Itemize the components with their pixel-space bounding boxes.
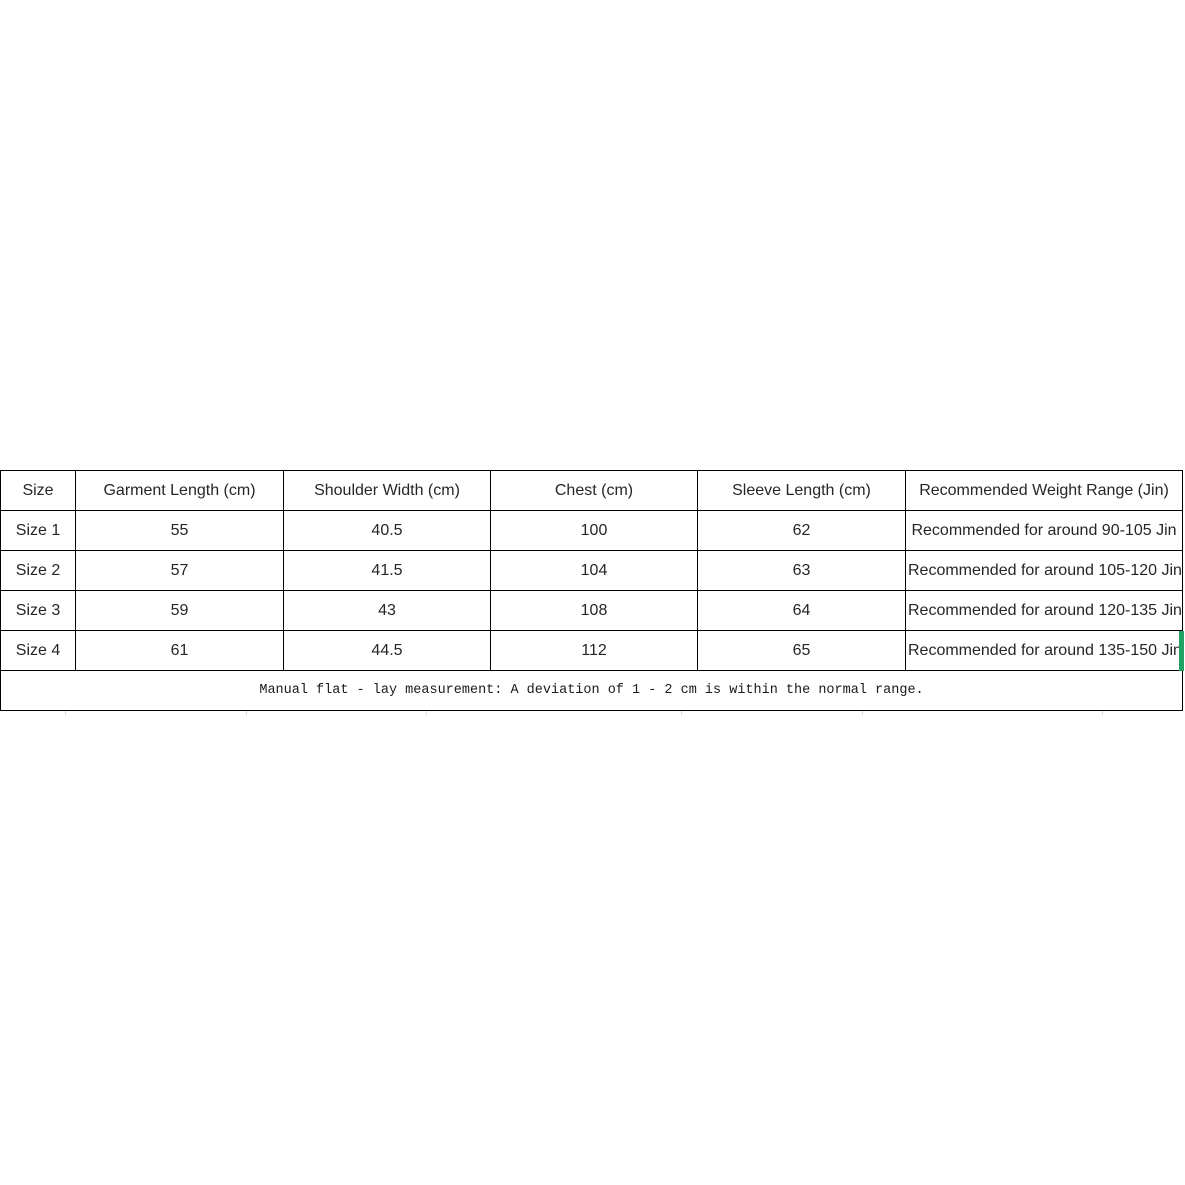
header-row: Size Garment Length (cm) Shoulder Width … xyxy=(0,470,1183,511)
cell-garment-length: 57 xyxy=(75,550,284,591)
cell-sleeve-length: 62 xyxy=(697,510,906,551)
header-garment-length: Garment Length (cm) xyxy=(75,470,284,511)
table-row-size-3: Size 3 59 43 108 64 Recommended for arou… xyxy=(0,590,1183,631)
header-weight-range: Recommended Weight Range (Jin) xyxy=(905,470,1183,511)
cell-sleeve-length: 64 xyxy=(697,590,906,631)
cell-size: Size 2 xyxy=(0,550,76,591)
header-chest: Chest (cm) xyxy=(490,470,698,511)
cell-size: Size 4 xyxy=(0,630,76,671)
cell-garment-length: 59 xyxy=(75,590,284,631)
gridline-stub xyxy=(681,711,682,715)
gridline-stub xyxy=(426,711,427,715)
cell-sleeve-length: 65 xyxy=(697,630,906,671)
cell-chest: 100 xyxy=(490,510,698,551)
cell-chest: 112 xyxy=(490,630,698,671)
table-row-size-1: Size 1 55 40.5 100 62 Recommended for ar… xyxy=(0,510,1183,551)
gridline-stub xyxy=(65,711,66,715)
size-chart-table: Size Garment Length (cm) Shoulder Width … xyxy=(0,470,1184,715)
table-row-size-4: Size 4 61 44.5 112 65 Recommended for ar… xyxy=(0,630,1183,671)
cell-chest: 108 xyxy=(490,590,698,631)
size-chart-grid: Size Garment Length (cm) Shoulder Width … xyxy=(0,470,1183,711)
header-shoulder-width: Shoulder Width (cm) xyxy=(283,470,491,511)
cell-weight-range: Recommended for around 120-135 Jin xyxy=(905,590,1183,631)
cell-shoulder-width: 40.5 xyxy=(283,510,491,551)
gridline-stub xyxy=(246,711,247,715)
selection-accent-bar xyxy=(1179,631,1184,671)
cell-shoulder-width: 41.5 xyxy=(283,550,491,591)
cell-size: Size 3 xyxy=(0,590,76,631)
cell-weight-range: Recommended for around 105-120 Jin xyxy=(905,550,1183,591)
cell-size: Size 1 xyxy=(0,510,76,551)
cell-shoulder-width: 43 xyxy=(283,590,491,631)
measurement-note: Manual flat - lay measurement: A deviati… xyxy=(0,670,1183,711)
gridline-stub xyxy=(862,711,863,715)
footer-note-row: Manual flat - lay measurement: A deviati… xyxy=(0,670,1183,711)
header-size: Size xyxy=(0,470,76,511)
cell-garment-length: 55 xyxy=(75,510,284,551)
cell-weight-range: Recommended for around 90-105 Jin xyxy=(905,510,1183,551)
table-row-size-2: Size 2 57 41.5 104 63 Recommended for ar… xyxy=(0,550,1183,591)
cell-chest: 104 xyxy=(490,550,698,591)
cell-weight-range: Recommended for around 135-150 Jin xyxy=(905,630,1183,671)
cell-shoulder-width: 44.5 xyxy=(283,630,491,671)
header-sleeve-length: Sleeve Length (cm) xyxy=(697,470,906,511)
cell-garment-length: 61 xyxy=(75,630,284,671)
cell-sleeve-length: 63 xyxy=(697,550,906,591)
gridline-stub xyxy=(1102,711,1103,715)
